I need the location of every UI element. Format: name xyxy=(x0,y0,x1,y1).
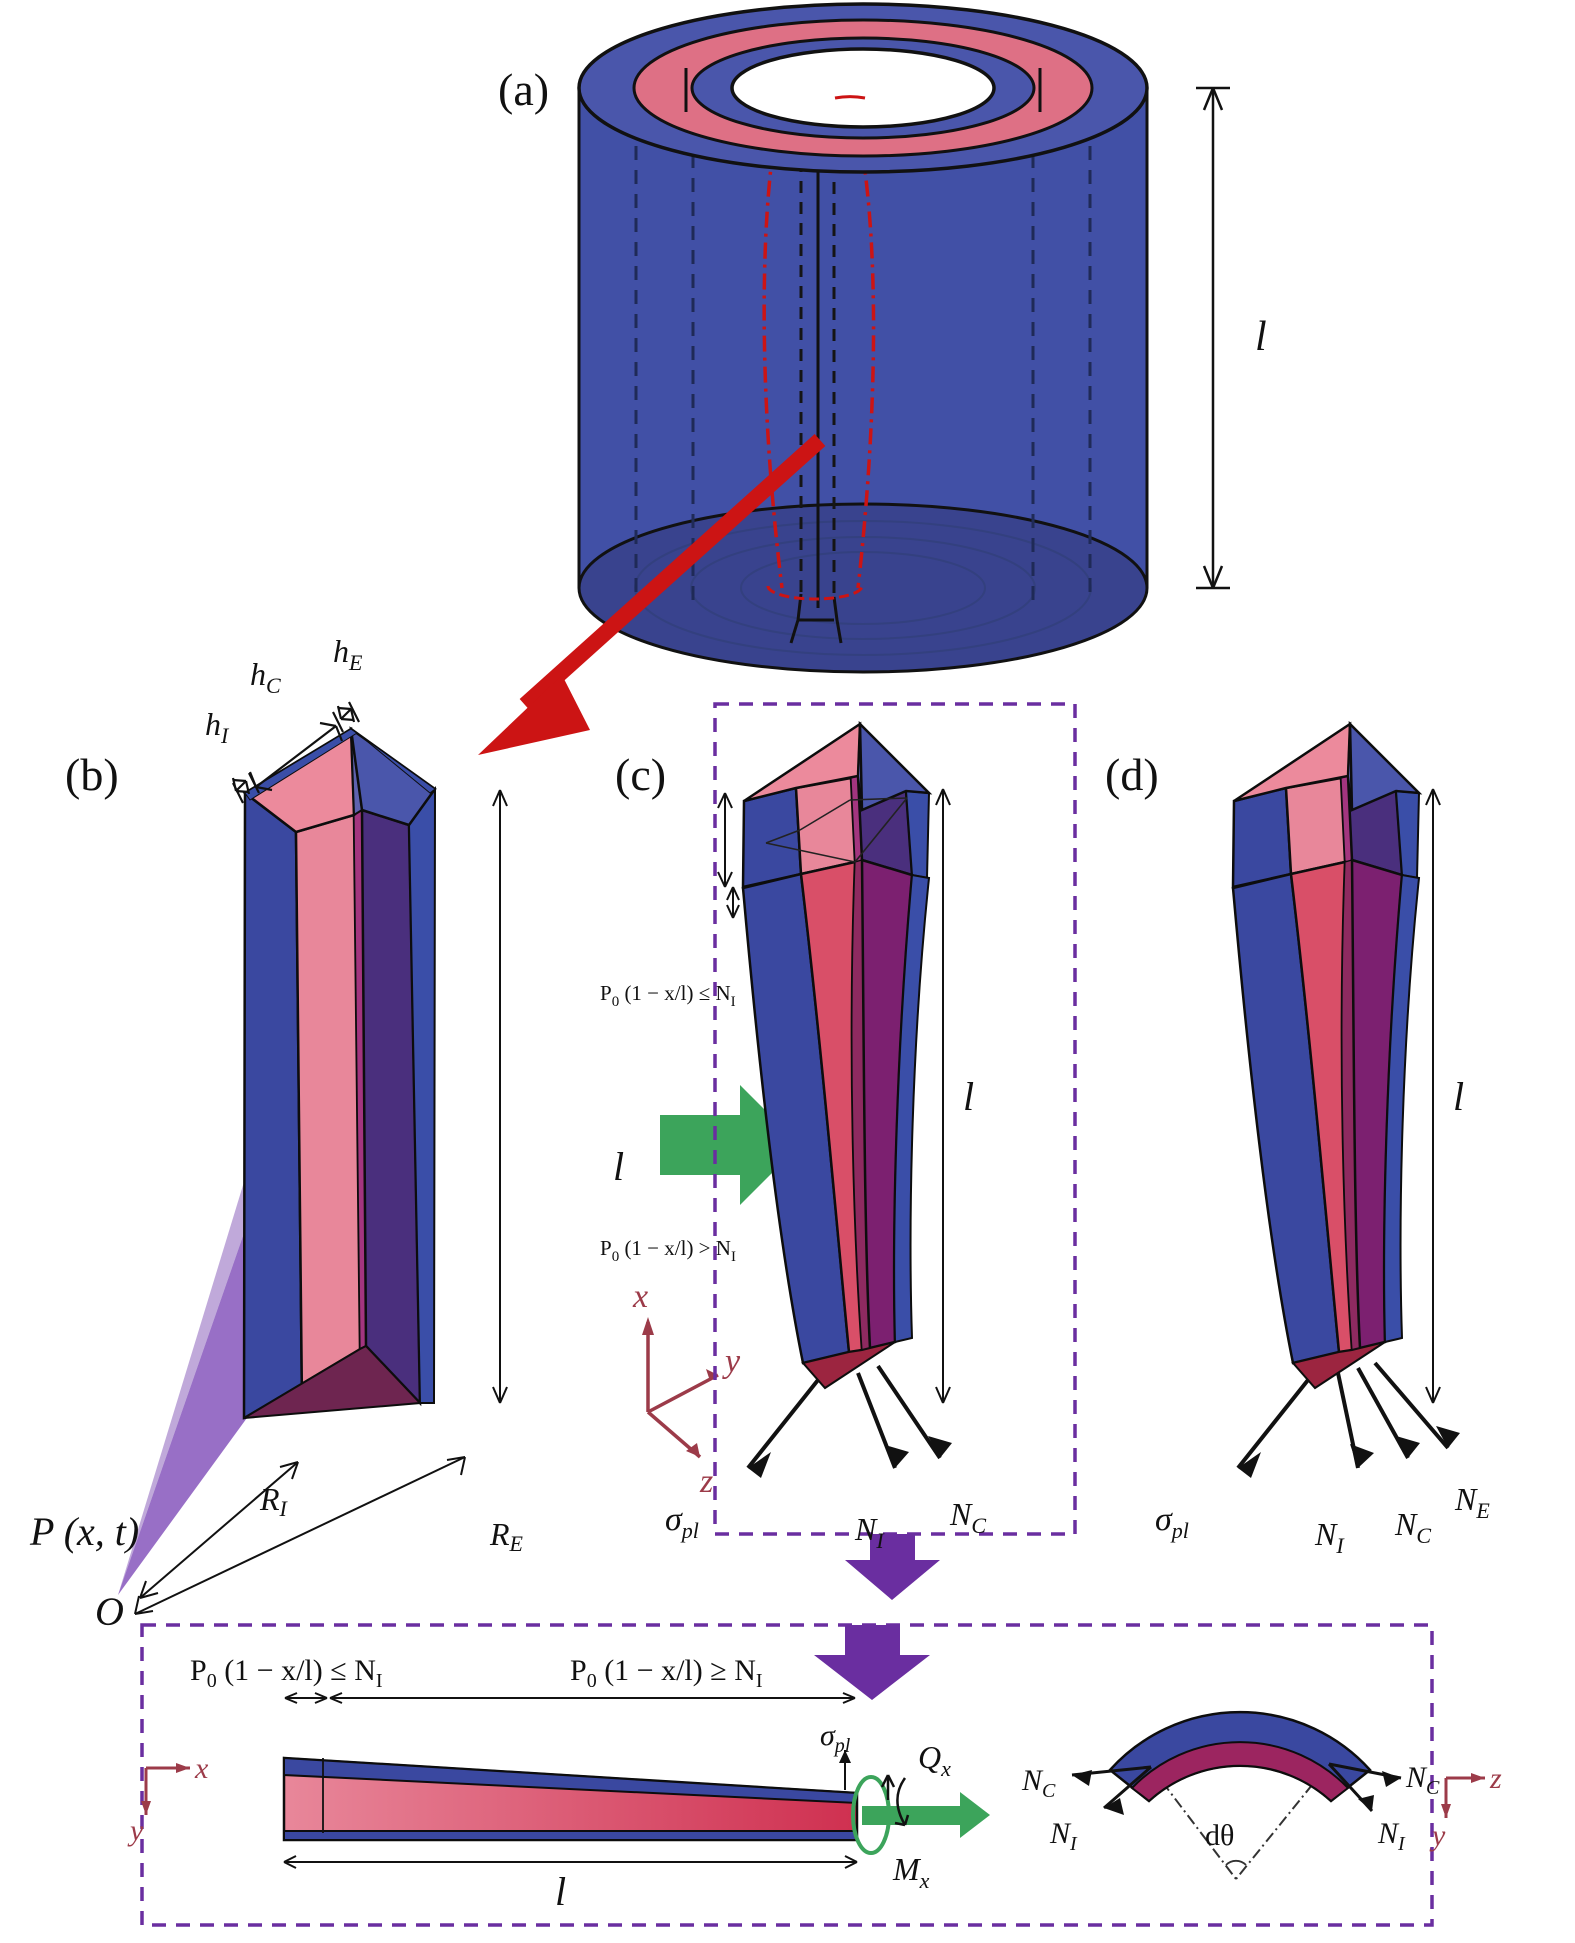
svg-text:y: y xyxy=(1429,1819,1446,1852)
svg-text:y: y xyxy=(722,1343,741,1380)
svg-text:P0 (1 − x/l) ≤ NI: P0 (1 − x/l) ≤ NI xyxy=(190,1654,383,1692)
svg-text:P (x, t): P (x, t) xyxy=(29,1509,139,1554)
svg-text:(c): (c) xyxy=(615,749,666,800)
svg-text:x: x xyxy=(194,1752,209,1785)
svg-text:O: O xyxy=(95,1589,124,1634)
svg-text:l: l xyxy=(613,1144,624,1189)
svg-text:l: l xyxy=(1255,314,1267,360)
svg-text:z: z xyxy=(1489,1762,1502,1795)
svg-text:dθ: dθ xyxy=(1205,1819,1234,1852)
svg-text:(a): (a) xyxy=(498,64,549,115)
svg-text:y: y xyxy=(127,1814,144,1847)
svg-text:l: l xyxy=(555,1869,566,1914)
svg-text:z: z xyxy=(699,1463,713,1500)
svg-text:x: x xyxy=(632,1278,648,1315)
svg-text:(b): (b) xyxy=(65,749,119,800)
svg-text:(d): (d) xyxy=(1105,749,1159,800)
svg-text:l: l xyxy=(1453,1074,1464,1119)
svg-text:P0 (1 − x/l) ≥ NI: P0 (1 − x/l) ≥ NI xyxy=(570,1654,763,1692)
svg-text:l: l xyxy=(963,1074,974,1119)
